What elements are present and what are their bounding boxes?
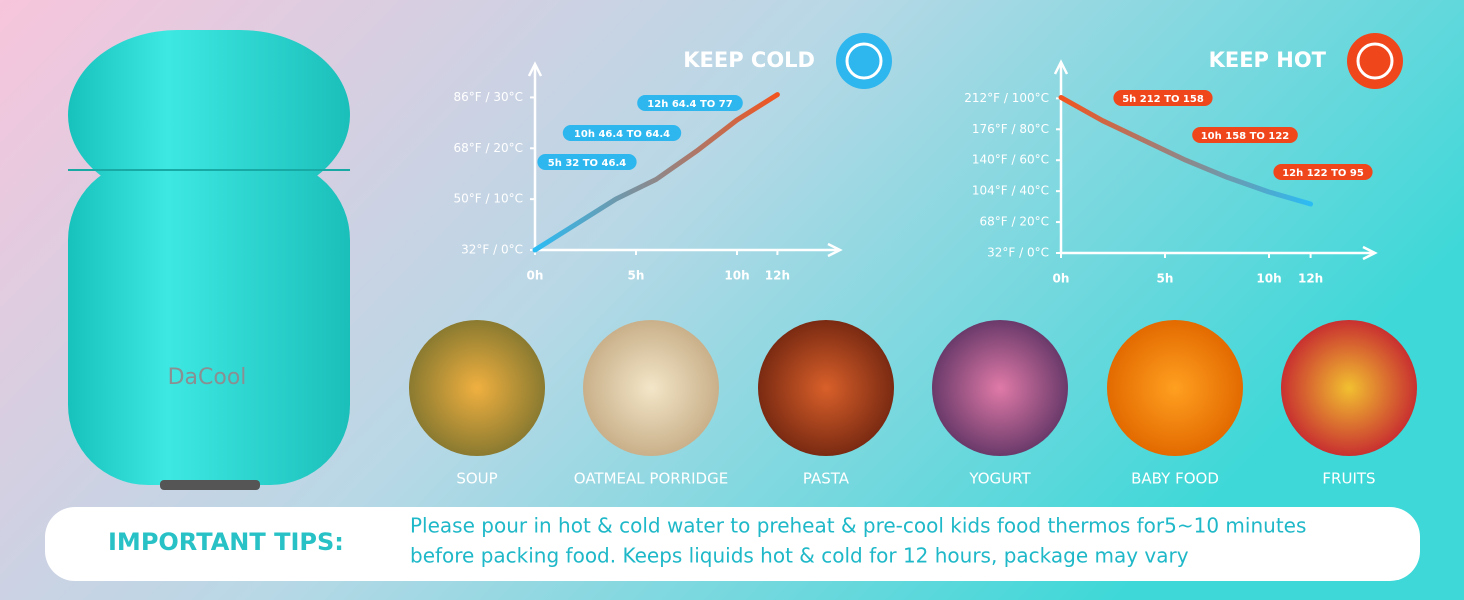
annotation-pill — [1192, 127, 1298, 143]
annotation-pill — [637, 95, 743, 111]
thermos-base — [160, 480, 260, 490]
title-icon — [836, 33, 892, 89]
thermos-body — [68, 160, 350, 485]
x-tick-label: 0h — [1053, 272, 1070, 286]
x-tick-label: 10h — [724, 269, 749, 283]
x-tick-label: 12h — [1298, 272, 1323, 286]
tips-title: IMPORTANT TIPS: — [108, 528, 344, 556]
y-tick-label: 86°F / 30°C — [454, 90, 524, 104]
annotation: 12h 122 TO 95 — [1282, 168, 1364, 179]
tips-box — [45, 507, 1420, 581]
axis-arrow — [1362, 245, 1378, 261]
tips-line: before packing food. Keeps liquids hot &… — [410, 544, 1189, 568]
annotation: 5h 212 TO 158 — [1122, 94, 1204, 105]
x-tick-label: 12h — [765, 269, 790, 283]
y-tick-label: 176°F / 80°C — [972, 122, 1049, 136]
y-tick-label: 68°F / 20°C — [980, 215, 1050, 229]
food-label: PASTA — [803, 470, 850, 488]
y-tick-label: 212°F / 100°C — [964, 91, 1049, 105]
food-image — [409, 320, 545, 456]
chart-title: KEEP COLD — [683, 48, 815, 72]
series-line — [1058, 94, 1314, 207]
annotation-pill — [1113, 90, 1213, 106]
annotation: 12h 64.4 TO 77 — [647, 99, 732, 110]
y-tick-label: 32°F / 0°C — [461, 243, 523, 257]
food-image — [932, 320, 1068, 456]
series-line — [532, 92, 780, 253]
annotation: 10h 158 TO 122 — [1201, 131, 1290, 142]
axis-arrow — [1053, 59, 1069, 75]
annotation: 5h 32 TO 46.4 — [548, 158, 626, 169]
axis-arrow — [827, 242, 843, 258]
annotation-pill — [562, 125, 682, 141]
x-tick-label: 5h — [628, 269, 645, 283]
x-tick-label: 10h — [1256, 272, 1281, 286]
y-tick-label: 50°F / 10°C — [454, 192, 524, 206]
title-icon-ring — [1356, 42, 1394, 80]
title-icon-ring — [845, 42, 883, 80]
annotation-pill — [537, 154, 637, 170]
food-image — [758, 320, 894, 456]
food-label: SOUP — [456, 470, 497, 488]
title-icon — [1347, 33, 1403, 89]
x-tick-label: 5h — [1157, 272, 1174, 286]
food-label: BABY FOOD — [1131, 470, 1219, 488]
food-label: FRUITS — [1322, 470, 1375, 488]
tips-line: Please pour in hot & cold water to prehe… — [410, 514, 1306, 538]
thermos-lid — [68, 30, 350, 200]
annotation: 10h 46.4 TO 64.4 — [574, 129, 670, 140]
food-image — [1107, 320, 1243, 456]
food-image — [583, 320, 719, 456]
chart-title: KEEP HOT — [1209, 48, 1327, 72]
thermos: DaCool — [68, 30, 350, 490]
y-tick-label: 32°F / 0°C — [987, 246, 1049, 260]
food-label: YOGURT — [968, 470, 1031, 488]
y-tick-label: 104°F / 40°C — [972, 184, 1049, 198]
y-tick-label: 140°F / 60°C — [972, 153, 1049, 167]
x-tick-label: 0h — [527, 269, 544, 283]
y-tick-label: 68°F / 20°C — [454, 141, 524, 155]
axis-arrow — [527, 61, 543, 77]
food-label: OATMEAL PORRIDGE — [574, 470, 728, 488]
food-image — [1281, 320, 1417, 456]
brand: DaCool — [168, 365, 247, 390]
annotation-pill — [1273, 164, 1373, 180]
